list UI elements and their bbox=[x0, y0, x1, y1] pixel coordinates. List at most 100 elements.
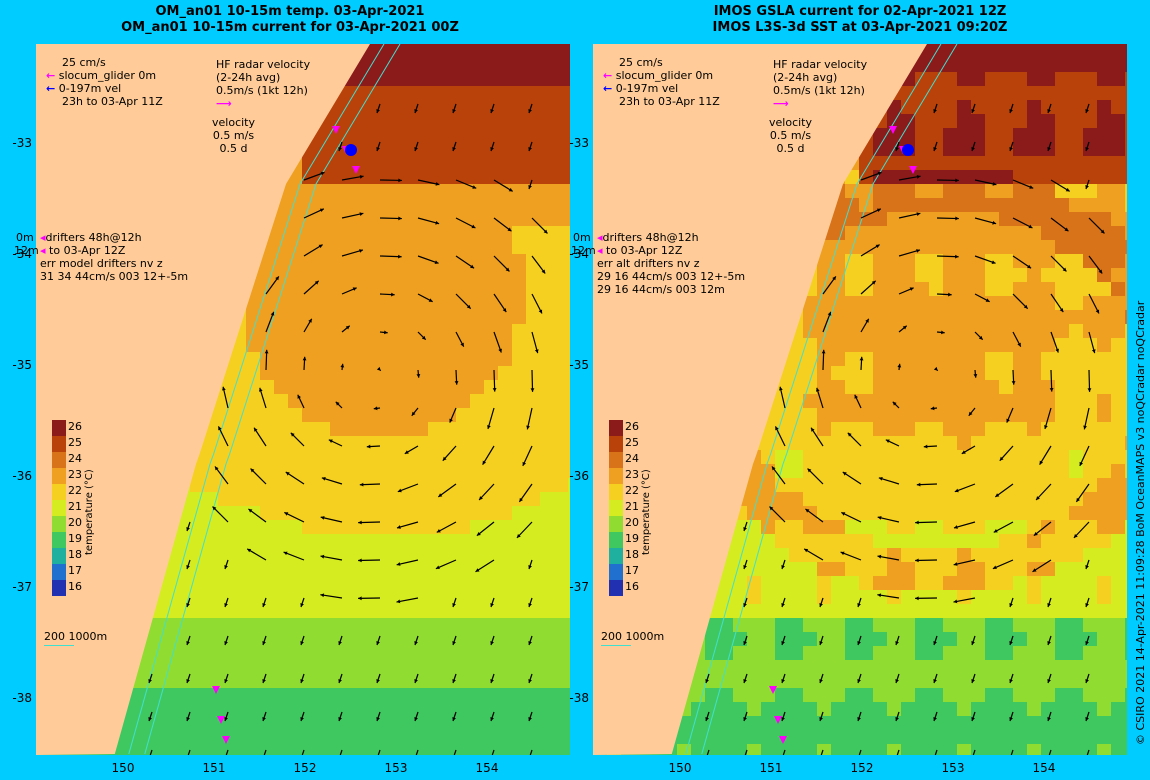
current-arrow bbox=[781, 673, 786, 684]
drifter-marker bbox=[352, 166, 360, 174]
current-arrow bbox=[379, 178, 402, 183]
current-arrow bbox=[847, 432, 862, 447]
current-arrow bbox=[974, 255, 996, 264]
left-title-line1: OM_an01 10-15m temp. 03-Apr-2021 bbox=[155, 4, 425, 19]
current-arrow bbox=[290, 432, 305, 447]
current-arrow bbox=[781, 597, 786, 608]
colorbar-swatch bbox=[609, 564, 623, 580]
current-arrow bbox=[933, 366, 939, 372]
current-arrow bbox=[224, 635, 229, 646]
left-legend-glider-name: slocum_glider 0m bbox=[58, 69, 157, 82]
current-arrow bbox=[1087, 369, 1092, 392]
isobath-200m bbox=[685, 44, 942, 755]
current-arrow bbox=[493, 293, 507, 313]
current-arrow bbox=[819, 597, 824, 608]
latitude-tick: -33 bbox=[12, 136, 32, 150]
colorbar-tick: 17 bbox=[625, 564, 639, 577]
colorbar-swatch bbox=[609, 516, 623, 532]
current-arrow bbox=[860, 318, 870, 333]
colorbar-tick: 24 bbox=[625, 452, 639, 465]
current-arrow bbox=[376, 711, 381, 722]
current-arrow bbox=[1047, 597, 1052, 608]
current-arrow bbox=[895, 635, 900, 646]
current-arrow bbox=[877, 593, 900, 599]
colorbar-tick: 25 bbox=[68, 436, 82, 449]
current-arrow bbox=[246, 548, 267, 561]
current-arrow bbox=[1088, 293, 1100, 314]
current-arrow bbox=[1012, 293, 1029, 310]
current-arrow bbox=[705, 673, 710, 684]
current-arrow bbox=[417, 293, 433, 303]
current-arrow bbox=[320, 516, 343, 523]
colorbar-tick: 20 bbox=[68, 516, 82, 529]
colorbar-tick: 18 bbox=[68, 548, 82, 561]
current-arrow bbox=[148, 711, 153, 722]
right-colorbar bbox=[609, 420, 623, 596]
current-arrow bbox=[1050, 217, 1069, 232]
longitude-tick: 153 bbox=[941, 761, 965, 775]
credit-text: © CSIRO 2021 14-Apr-2021 11:09:28 BoM Oc… bbox=[1134, 300, 1147, 745]
current-arrow bbox=[857, 673, 862, 684]
current-arrow bbox=[1083, 407, 1090, 430]
current-arrow bbox=[396, 521, 419, 529]
current-arrow bbox=[455, 179, 477, 189]
current-arrow bbox=[1049, 369, 1054, 392]
current-arrow bbox=[302, 356, 307, 371]
current-arrow bbox=[771, 466, 786, 485]
current-arrow bbox=[341, 325, 351, 333]
current-arrow bbox=[1006, 407, 1014, 423]
current-arrow bbox=[301, 749, 305, 755]
current-arrow bbox=[933, 141, 938, 152]
current-arrow bbox=[530, 369, 535, 392]
current-arrow bbox=[379, 254, 402, 259]
right-depth-line bbox=[601, 645, 631, 646]
right-map-panel bbox=[593, 44, 1127, 755]
current-arrow bbox=[1011, 369, 1016, 385]
current-arrow bbox=[453, 749, 457, 755]
colorbar-tick: 19 bbox=[68, 532, 82, 545]
colorbar-swatch bbox=[609, 468, 623, 484]
current-arrow bbox=[1048, 749, 1052, 755]
current-arrow bbox=[417, 255, 439, 264]
current-arrow bbox=[934, 749, 938, 755]
current-arrow bbox=[822, 275, 837, 295]
current-arrow bbox=[974, 179, 997, 186]
current-arrow bbox=[217, 426, 229, 447]
colorbar-swatch bbox=[52, 484, 66, 500]
left-legend-vel-days: 0.5 d bbox=[219, 142, 248, 155]
current-arrow bbox=[898, 174, 921, 181]
current-arrow bbox=[743, 635, 748, 646]
left-legend-velocity: velocity 0.5 m/s 0.5 d bbox=[212, 116, 255, 155]
current-arrow bbox=[781, 559, 786, 570]
current-arrow bbox=[531, 331, 539, 354]
current-arrow bbox=[493, 217, 512, 232]
current-arrow bbox=[417, 331, 427, 341]
current-arrow bbox=[338, 141, 343, 152]
colorbar-tick: 16 bbox=[68, 580, 82, 593]
left-legend-vel-speed: 0.5 m/s bbox=[212, 129, 255, 142]
latitude-tick: -36 bbox=[12, 469, 32, 483]
drifter-marker bbox=[222, 736, 230, 744]
colorbar-swatch bbox=[52, 516, 66, 532]
current-arrow bbox=[859, 356, 864, 371]
current-arrow bbox=[528, 179, 533, 190]
colorbar-swatch bbox=[52, 580, 66, 596]
left-legend-drifters-stats: 31 34 44cm/s 003 12+-5m bbox=[40, 270, 189, 283]
colorbar-swatch bbox=[609, 436, 623, 452]
current-arrow bbox=[1047, 673, 1052, 684]
current-arrow bbox=[455, 255, 475, 269]
current-arrow bbox=[491, 749, 495, 755]
right-legend-glider-time: 23h to 03-Apr 11Z bbox=[619, 95, 720, 108]
current-arrow bbox=[895, 141, 900, 152]
current-arrow bbox=[300, 597, 305, 608]
left-legend-glider-time: 23h to 03-Apr 11Z bbox=[62, 95, 163, 108]
left-legend-drifters-time: to 03-Apr 12Z bbox=[49, 244, 126, 257]
hf-arrow-icon: ⟶ bbox=[216, 97, 232, 110]
latitude-tick: -34 bbox=[12, 247, 32, 261]
drifter-marker bbox=[212, 686, 220, 694]
right-legend-drifters: ◂drifters 48h@12h ◂ to 03-Apr 12Z err al… bbox=[597, 231, 745, 296]
current-arrow bbox=[262, 635, 267, 646]
right-legend-vel-title: velocity bbox=[769, 116, 812, 129]
current-arrow bbox=[320, 593, 343, 599]
left-legend-drifters: ◂drifters 48h@12h ◂ to 03-Apr 12Z err mo… bbox=[40, 231, 188, 283]
